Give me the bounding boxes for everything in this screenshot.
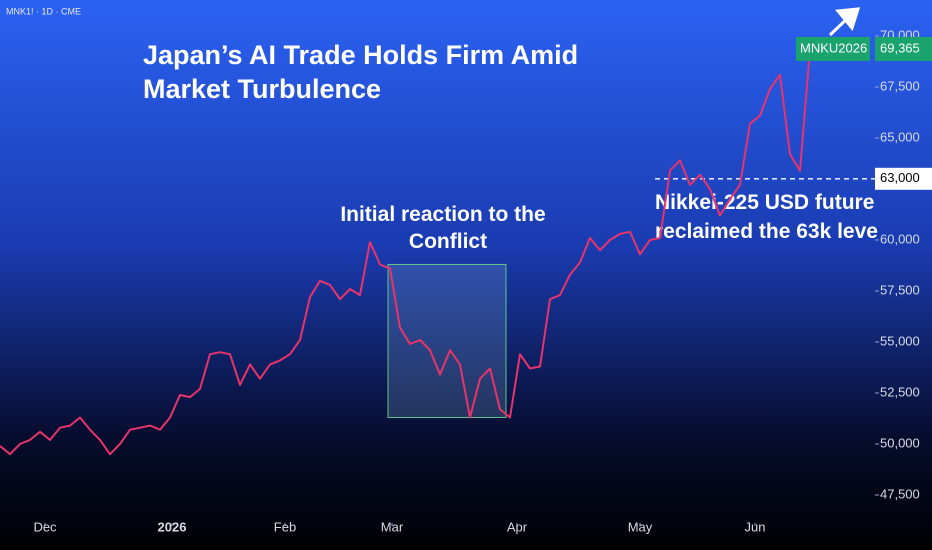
x-tick-label: Mar <box>381 519 404 534</box>
x-tick-label: Jun <box>745 519 766 534</box>
x-tick-label: 2026 <box>158 519 187 534</box>
price-tag <box>875 36 932 61</box>
x-tick-label: Feb <box>274 519 296 534</box>
title: Japan’s AI Trade Holds Firm Amid <box>143 40 578 70</box>
y-tick-label: 57,500 <box>880 282 920 297</box>
level-tag <box>875 167 932 190</box>
y-tick-label: 60,000 <box>880 231 920 246</box>
y-tick-label: 55,000 <box>880 333 920 348</box>
x-tick-label: Apr <box>507 519 528 534</box>
annotation: Conflict <box>409 230 487 253</box>
header: MNK1! · 1D · CME <box>6 6 81 16</box>
symbol-label: MNKU2026 <box>800 40 867 55</box>
y-tick-label: 67,500 <box>880 78 920 93</box>
annotation: Initial reaction to the <box>340 203 545 226</box>
y-tick-label: 47,500 <box>880 486 920 501</box>
price-line <box>0 48 811 456</box>
level-label: 63,000 <box>880 170 920 185</box>
symbol-tag <box>796 36 870 61</box>
arrow <box>828 7 861 37</box>
x-tick-label: May <box>628 519 653 534</box>
y-tick-label: 52,500 <box>880 384 920 399</box>
y-tick-label: 50,000 <box>880 435 920 450</box>
x-tick-label: Dec <box>33 519 57 534</box>
title: Market Turbulence <box>143 74 381 104</box>
annotation: reclaimed the 63k leve <box>655 220 878 243</box>
plot: 47,500 50,000 52,500 55,000 57,500 60,000 65,0… <box>0 27 932 534</box>
price-label: 69,365 <box>880 40 920 55</box>
annotation: Nikkei-225 USD future <box>655 191 874 214</box>
y-tick-label: 65,000 <box>880 129 920 144</box>
range-box <box>387 263 507 418</box>
